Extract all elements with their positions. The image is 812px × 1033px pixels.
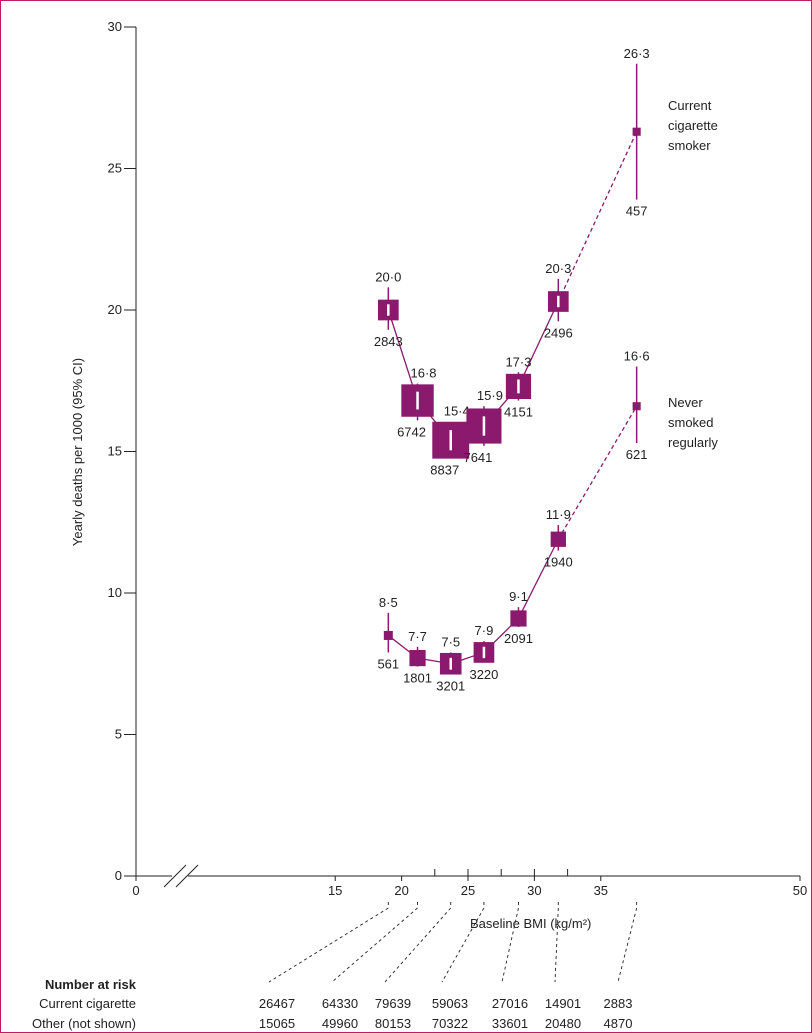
data-value-label: 20·0	[375, 269, 401, 284]
data-value-label: 7·7	[408, 629, 427, 644]
x-axis	[136, 864, 800, 888]
data-count-label: 7641	[463, 450, 492, 465]
risk-row-label: Current cigarette	[39, 996, 136, 1011]
series-label-line: regularly	[668, 435, 718, 450]
data-count-label: 3220	[469, 667, 498, 682]
data-point-marker	[383, 630, 393, 640]
x-tick-label: 35	[594, 883, 608, 898]
series-label-line: smoked	[668, 415, 714, 430]
risk-leader-line	[617, 902, 638, 983]
series-never-smoked: 8·5 561 7·7 1801 7·5 3201 7·9 3220 9·1 2091 11·9 19…	[377, 349, 718, 694]
series-label-line: Current	[668, 98, 712, 113]
risk-cell: 79639	[375, 996, 411, 1011]
risk-cell: 64330	[322, 996, 358, 1011]
data-count-label: 1940	[544, 555, 573, 570]
x-tick-label: 25	[461, 883, 475, 898]
data-point-marker	[409, 649, 426, 667]
risk-cell: 2883	[604, 996, 633, 1011]
axis-break-mark	[163, 864, 187, 888]
risk-table: Number at risk Current cigarette 26467 643…	[32, 902, 638, 1031]
x-tick-label: 15	[328, 883, 342, 898]
series-label-line: smoker	[668, 138, 711, 153]
data-value-label: 8·5	[379, 595, 398, 610]
risk-leader-line	[501, 902, 519, 983]
series-label-line: cigarette	[668, 118, 718, 133]
risk-cell: 4870	[604, 1016, 633, 1031]
connecting-line	[517, 301, 559, 387]
risk-table-title: Number at risk	[45, 977, 137, 992]
risk-cell: 70322	[432, 1016, 468, 1031]
risk-leader-line	[331, 902, 418, 983]
risk-row-label: Other (not shown)	[32, 1016, 136, 1031]
data-count-label: 2091	[504, 631, 533, 646]
data-value-label: 16·8	[411, 366, 437, 381]
dashed-extension-line	[557, 131, 638, 302]
data-value-label: 15·4	[444, 404, 470, 419]
data-count-label: 8837	[430, 463, 459, 478]
y-tick-label: 10	[108, 585, 122, 600]
y-ticks: 0 5 10 15 20 25 30	[108, 19, 136, 883]
y-tick-label: 15	[108, 444, 122, 459]
data-count-label: 1801	[403, 671, 432, 686]
risk-cell: 33601	[492, 1016, 528, 1031]
data-value-label: 7·9	[475, 623, 494, 638]
data-count-label: 2843	[374, 334, 403, 349]
data-value-label: 17·3	[505, 354, 531, 369]
data-count-label: 2496	[544, 325, 573, 340]
data-point-marker	[550, 531, 566, 547]
data-value-label: 16·6	[624, 349, 650, 364]
data-count-label: 561	[377, 656, 399, 671]
risk-cell: 14901	[545, 996, 581, 1011]
data-value-label: 20·3	[545, 261, 571, 276]
risk-leader-line	[441, 902, 485, 983]
category-boundaries	[434, 869, 569, 876]
data-point-marker	[510, 610, 527, 627]
risk-cell: 80153	[375, 1016, 411, 1031]
data-value-label: 11·9	[546, 507, 571, 522]
data-value-label: 7·5	[441, 634, 460, 649]
y-tick-label: 30	[108, 19, 122, 34]
data-count-label: 6742	[397, 424, 426, 439]
x-axis-label: Baseline BMI (kg/m²)	[470, 916, 591, 931]
data-count-label: 4151	[504, 405, 533, 420]
x-tick-label: 20	[394, 883, 408, 898]
risk-leader-line	[268, 902, 389, 983]
dashed-extension-line	[557, 405, 638, 540]
series-label-line: Never	[668, 395, 703, 410]
series-current-smoker: 20·0 2843 16·8 6742 15·4 8837 15·9 7641 17·3 4151…	[374, 46, 718, 478]
risk-cell: 15065	[259, 1016, 295, 1031]
data-count-label: 621	[626, 447, 648, 462]
x-tick-label: 0	[132, 883, 139, 898]
risk-cell: 49960	[322, 1016, 358, 1031]
risk-cell: 27016	[492, 996, 528, 1011]
x-tick-label: 30	[527, 883, 541, 898]
risk-leader-line	[384, 902, 452, 983]
y-tick-label: 0	[115, 868, 122, 883]
data-count-label: 457	[626, 204, 648, 219]
x-ticks: 0 15 20 25 30 35 50	[132, 876, 807, 898]
data-point-marker	[632, 402, 641, 411]
series-layer: 20·0 2843 16·8 6742 15·4 8837 15·9 7641 17·3 4151…	[374, 46, 718, 694]
y-tick-label: 20	[108, 302, 122, 317]
risk-cell: 59063	[432, 996, 468, 1011]
y-tick-label: 25	[108, 161, 122, 176]
risk-cell: 20480	[545, 1016, 581, 1031]
axis-break-mark	[175, 864, 199, 888]
risk-leader-line	[554, 902, 559, 983]
data-point-marker	[632, 127, 641, 136]
x-tick-label: 50	[793, 883, 807, 898]
data-value-label: 9·1	[509, 589, 528, 604]
data-value-label: 26·3	[624, 46, 650, 61]
data-count-label: 3201	[436, 679, 465, 694]
risk-cell: 26467	[259, 996, 295, 1011]
connecting-line	[517, 538, 559, 619]
y-tick-label: 5	[115, 727, 122, 742]
y-axis-label: Yearly deaths per 1000 (95% CI)	[70, 358, 85, 546]
data-value-label: 15·9	[477, 388, 503, 403]
